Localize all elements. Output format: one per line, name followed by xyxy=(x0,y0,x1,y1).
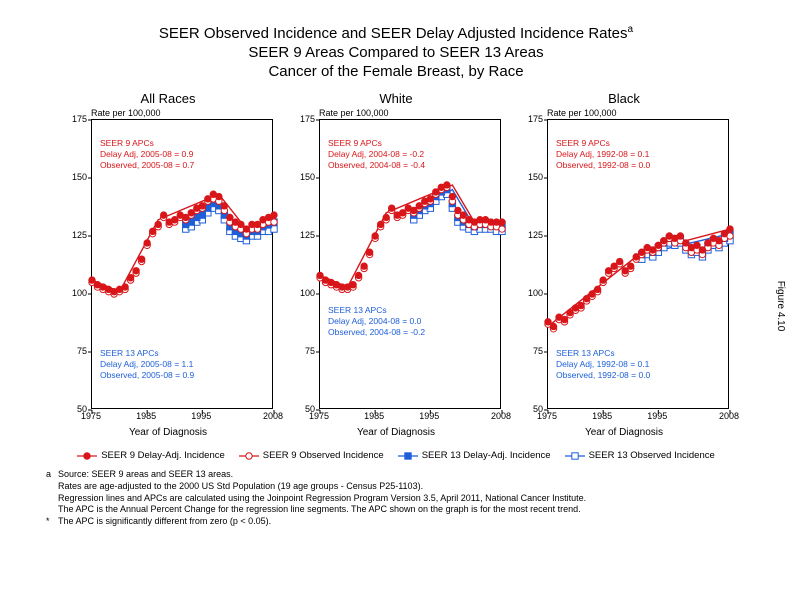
annot-seer9: SEER 9 APCsDelay Adj, 1992-08 = 0.1Obser… xyxy=(556,138,650,170)
panel-title: Black xyxy=(519,91,729,106)
y-tick: 125 xyxy=(528,230,543,240)
x-axis: 1975198519952008 xyxy=(91,411,273,423)
x-axis: 1975198519952008 xyxy=(319,411,501,423)
footnote-a-3: Regression lines and APCs are calculated… xyxy=(58,493,742,505)
title-line1: SEER Observed Incidence and SEER Delay A… xyxy=(0,24,792,44)
figure-number: Figure 4.10 xyxy=(775,281,786,332)
y-tick: 100 xyxy=(528,288,543,298)
footnotes: a Source: SEER 9 areas and SEER 13 areas… xyxy=(58,469,742,527)
panel-title: White xyxy=(291,91,501,106)
x-tick: 1985 xyxy=(592,411,612,421)
legend-item: SEER 13 Delay-Adj. Incidence xyxy=(398,450,551,461)
y-tick: 100 xyxy=(300,288,315,298)
legend: SEER 9 Delay-Adj. Incidence SEER 9 Observ… xyxy=(0,450,792,461)
y-axis: 5075100125150175 xyxy=(63,119,89,409)
x-tick: 1975 xyxy=(537,411,557,421)
rate-label: Rate per 100,000 xyxy=(91,108,273,118)
x-label: Year of Diagnosis xyxy=(291,427,501,438)
plot-wrap: 5075100125150175 SEER 9 APCsDelay Adj, 2… xyxy=(63,119,273,409)
y-tick: 75 xyxy=(533,346,543,356)
x-tick: 1985 xyxy=(364,411,384,421)
title-block: SEER Observed Incidence and SEER Delay A… xyxy=(0,0,792,81)
y-axis: 5075100125150175 xyxy=(291,119,317,409)
x-tick: 1995 xyxy=(191,411,211,421)
title-text-1: SEER Observed Incidence and SEER Delay A… xyxy=(159,25,628,42)
x-label: Year of Diagnosis xyxy=(63,427,273,438)
y-tick: 125 xyxy=(72,230,87,240)
plot-area: SEER 9 APCsDelay Adj, 1992-08 = 0.1Obser… xyxy=(547,119,729,409)
figure-page: SEER Observed Incidence and SEER Delay A… xyxy=(0,0,792,612)
x-label: Year of Diagnosis xyxy=(519,427,729,438)
legend-symbol xyxy=(239,451,259,461)
x-tick: 1995 xyxy=(419,411,439,421)
x-tick: 2008 xyxy=(491,411,511,421)
annot-seer9: SEER 9 APCsDelay Adj, 2004-08 = -0.2Obse… xyxy=(328,138,425,170)
legend-item: SEER 13 Observed Incidence xyxy=(565,450,715,461)
plot-area: SEER 9 APCsDelay Adj, 2004-08 = -0.2Obse… xyxy=(319,119,501,409)
annot-seer13: SEER 13 APCsDelay Adj, 1992-08 = 0.1Obse… xyxy=(556,348,650,380)
legend-label: SEER 13 Observed Incidence xyxy=(589,450,715,461)
y-tick: 150 xyxy=(300,172,315,182)
footnote-a-4: The APC is the Annual Percent Change for… xyxy=(58,504,742,516)
y-tick: 175 xyxy=(72,114,87,124)
legend-symbol xyxy=(77,451,97,461)
legend-label: SEER 9 Delay-Adj. Incidence xyxy=(101,450,225,461)
rate-label: Rate per 100,000 xyxy=(319,108,501,118)
panel-title: All Races xyxy=(63,91,273,106)
y-tick: 175 xyxy=(528,114,543,124)
y-tick: 75 xyxy=(77,346,87,356)
footnote-star: The APC is significantly different from … xyxy=(58,516,742,528)
rate-label: Rate per 100,000 xyxy=(547,108,729,118)
x-axis: 1975198519952008 xyxy=(547,411,729,423)
x-tick: 1995 xyxy=(647,411,667,421)
y-tick: 150 xyxy=(528,172,543,182)
plot-area: SEER 9 APCsDelay Adj, 2005-08 = 0.9Obser… xyxy=(91,119,273,409)
annot-seer9: SEER 9 APCsDelay Adj, 2005-08 = 0.9Obser… xyxy=(100,138,194,170)
panels-row: All Races Rate per 100,000 5075100125150… xyxy=(0,91,792,438)
y-tick: 125 xyxy=(300,230,315,240)
legend-label: SEER 9 Observed Incidence xyxy=(263,450,384,461)
x-tick: 2008 xyxy=(263,411,283,421)
panel-black: Black Rate per 100,000 5075100125150175 … xyxy=(519,91,729,438)
legend-item: SEER 9 Delay-Adj. Incidence xyxy=(77,450,225,461)
legend-symbol xyxy=(565,451,585,461)
y-tick: 150 xyxy=(72,172,87,182)
footnote-a-2: Rates are age-adjusted to the 2000 US St… xyxy=(58,481,742,493)
footnote-a-marker: a xyxy=(46,469,51,481)
title-sup: a xyxy=(628,24,634,35)
annot-seer13: SEER 13 APCsDelay Adj, 2005-08 = 1.1Obse… xyxy=(100,348,194,380)
title-line3: Cancer of the Female Breast, by Race xyxy=(0,63,792,82)
y-axis: 5075100125150175 xyxy=(519,119,545,409)
annot-seer13: SEER 13 APCsDelay Adj, 2004-08 = 0.0Obse… xyxy=(328,305,425,337)
legend-item: SEER 9 Observed Incidence xyxy=(239,450,384,461)
panel-white: White Rate per 100,000 5075100125150175 … xyxy=(291,91,501,438)
legend-symbol xyxy=(398,451,418,461)
x-tick: 1975 xyxy=(81,411,101,421)
y-tick: 100 xyxy=(72,288,87,298)
x-tick: 1975 xyxy=(309,411,329,421)
footnote-a-1: Source: SEER 9 areas and SEER 13 areas. xyxy=(58,469,742,481)
panel-all-races: All Races Rate per 100,000 5075100125150… xyxy=(63,91,273,438)
x-tick: 1985 xyxy=(136,411,156,421)
plot-wrap: 5075100125150175 SEER 9 APCsDelay Adj, 1… xyxy=(519,119,729,409)
plot-wrap: 5075100125150175 SEER 9 APCsDelay Adj, 2… xyxy=(291,119,501,409)
title-line2: SEER 9 Areas Compared to SEER 13 Areas xyxy=(0,44,792,63)
legend-label: SEER 13 Delay-Adj. Incidence xyxy=(422,450,551,461)
y-tick: 175 xyxy=(300,114,315,124)
x-tick: 2008 xyxy=(719,411,739,421)
footnote-star-marker: * xyxy=(46,516,50,528)
y-tick: 75 xyxy=(305,346,315,356)
